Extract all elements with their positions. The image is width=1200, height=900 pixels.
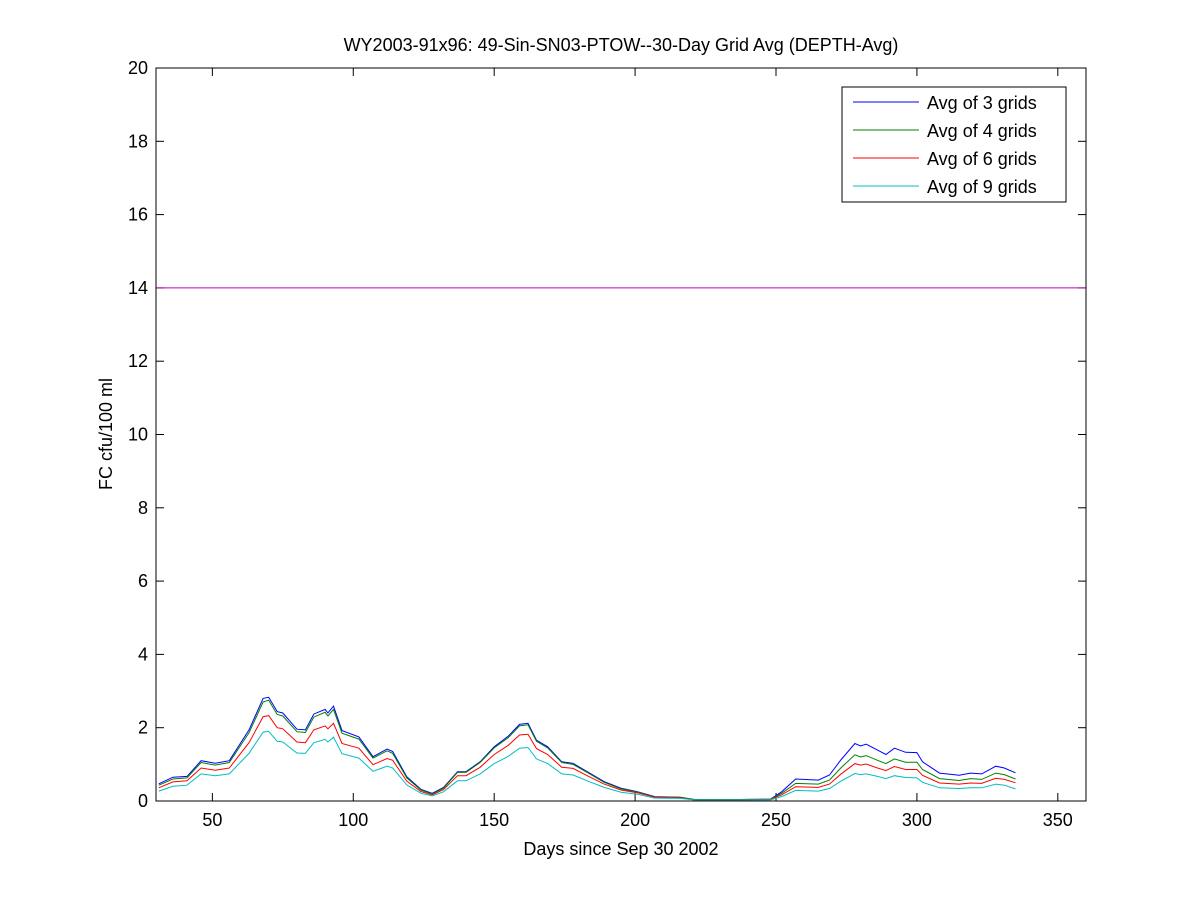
x-tick-label: 100 (338, 810, 368, 830)
legend-box (841, 86, 1067, 203)
y-tick-label: 0 (138, 791, 148, 811)
chart-title: WY2003-91x96: 49-Sin-SN03-PTOW--30-Day G… (344, 35, 899, 55)
axes-box (155, 67, 1087, 802)
legend-label: Avg of 4 grids (927, 121, 1037, 141)
y-tick-label: 14 (128, 278, 148, 298)
legend-label: Avg of 6 grids (927, 149, 1037, 169)
x-axis-label: Days since Sep 30 2002 (523, 839, 718, 859)
legend: Avg of 3 grids Avg of 4 grids Avg of 6 gri… (841, 86, 1067, 203)
y-tick-label: 6 (138, 571, 148, 591)
plot-area (156, 287, 1086, 801)
legend-label: Avg of 3 grids (927, 93, 1037, 113)
x-tick-label: 300 (902, 810, 932, 830)
x-tick-label: 250 (761, 810, 791, 830)
axis-ticks: 50 100 150 200 250 300 350 0 2 4 6 8 10 12 14 16 18 20 (128, 58, 1086, 830)
y-tick-label: 2 (138, 718, 148, 738)
x-tick-label: 350 (1043, 810, 1073, 830)
x-tick-label: 200 (620, 810, 650, 830)
y-tick-label: 16 (128, 205, 148, 225)
series-line-3 (158, 715, 1016, 801)
y-tick-label: 20 (128, 58, 148, 78)
x-tick-label: 150 (479, 810, 509, 830)
series-line-2 (158, 699, 1016, 800)
y-tick-label: 12 (128, 351, 148, 371)
x-tick-label: 50 (202, 810, 222, 830)
series-line-4 (158, 730, 1016, 801)
y-tick-label: 10 (128, 425, 148, 445)
y-tick-label: 4 (138, 644, 148, 664)
y-tick-label: 18 (128, 131, 148, 151)
series-line-1 (158, 696, 1016, 800)
y-axis-label: FC cfu/100 ml (96, 378, 116, 490)
legend-label: Avg of 9 grids (927, 177, 1037, 197)
y-tick-label: 8 (138, 498, 148, 518)
